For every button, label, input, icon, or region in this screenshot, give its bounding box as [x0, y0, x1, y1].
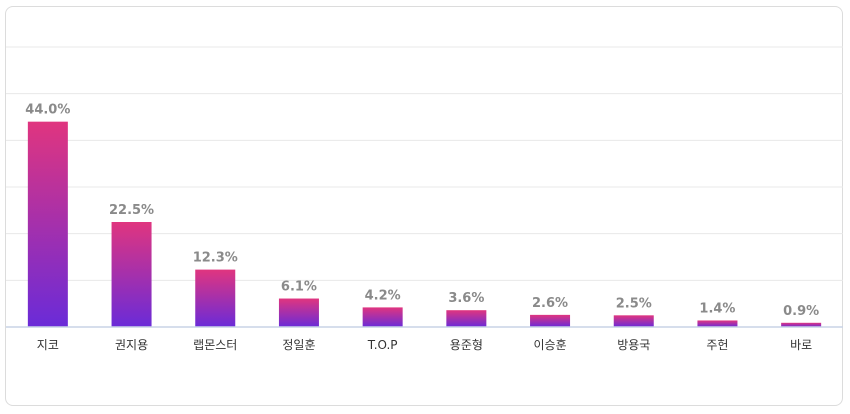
bar-1[interactable] — [111, 222, 152, 327]
value-label: 22.5% — [109, 203, 154, 218]
value-label: 12.3% — [193, 251, 238, 266]
category-label: 지코 — [37, 338, 59, 352]
bar-3[interactable] — [278, 298, 319, 327]
category-label: T.O.P — [367, 338, 398, 352]
value-label: 0.9% — [783, 304, 819, 319]
value-label: 4.2% — [365, 288, 401, 303]
bar-7[interactable] — [613, 315, 654, 327]
category-label: 주헌 — [706, 338, 728, 352]
bar-5[interactable] — [446, 310, 487, 327]
category-label: 랩몬스터 — [193, 338, 237, 352]
bar-6[interactable] — [530, 314, 571, 327]
category-label: 바로 — [790, 338, 812, 352]
bars — [27, 121, 822, 328]
bar-0[interactable] — [27, 121, 68, 328]
value-label: 44.0% — [25, 103, 70, 118]
category-label: 정일훈 — [282, 338, 315, 352]
bar-4[interactable] — [362, 307, 403, 327]
bar-8[interactable] — [697, 320, 738, 327]
value-label: 6.1% — [281, 280, 317, 295]
bar-9[interactable] — [781, 322, 822, 327]
category-labels: 지코 권지용 랩몬스터 정일훈 T.O.P 용준형 이승훈 방용국 주헌 바로 — [37, 338, 812, 352]
value-labels: 44.0% 22.5% 12.3% 6.1% 4.2% 3.6% 2.6% 2.5% 1.4% 0… — [25, 103, 819, 319]
value-label: 1.4% — [699, 301, 735, 316]
category-label: 방용국 — [617, 338, 650, 352]
chart-card — [5, 6, 843, 406]
value-label: 3.6% — [448, 291, 484, 306]
category-label: 이승훈 — [533, 338, 566, 352]
category-label: 권지용 — [115, 338, 148, 352]
bar-2[interactable] — [195, 269, 236, 327]
category-label: 용준형 — [450, 338, 483, 352]
value-label: 2.5% — [616, 296, 652, 311]
value-label: 2.6% — [532, 296, 568, 311]
